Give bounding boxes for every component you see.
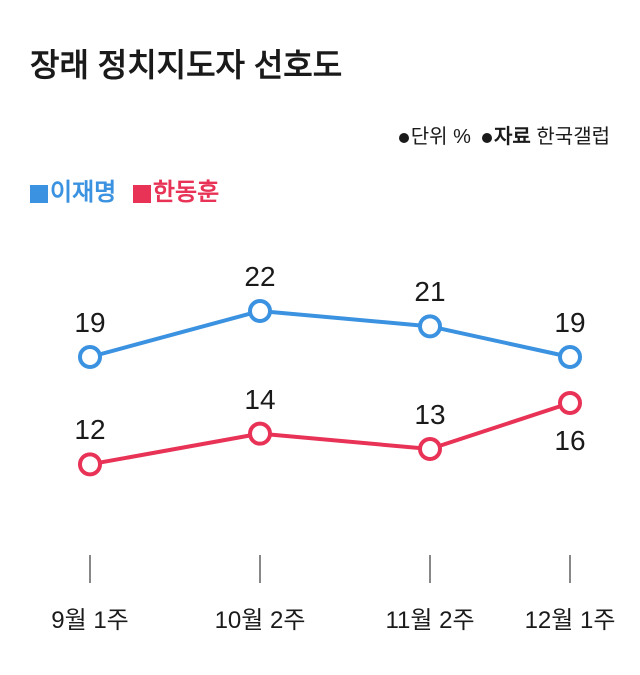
legend-swatch-2 [133, 185, 151, 203]
data-label: 16 [554, 425, 585, 457]
unit-value: % [453, 126, 471, 148]
legend-label-2: 한동훈 [153, 179, 219, 206]
chart-legend: 이재명 한동훈 [30, 172, 229, 207]
data-marker [560, 347, 580, 367]
x-tick [429, 555, 431, 583]
data-marker [560, 393, 580, 413]
source-label: 자료 [494, 126, 531, 148]
chart-meta: 단위 % 자료 한국갤럽 [399, 120, 610, 149]
legend-item-1: 이재명 [30, 179, 123, 206]
legend-label-1: 이재명 [50, 179, 116, 206]
x-tick [89, 555, 91, 583]
source-value: 한국갤럽 [536, 126, 610, 148]
bullet-icon [482, 133, 492, 143]
x-axis-label: 11월 2주 [385, 600, 474, 635]
data-label: 21 [414, 276, 445, 308]
data-label: 13 [414, 399, 445, 431]
data-label: 22 [244, 261, 275, 293]
legend-swatch-1 [30, 185, 48, 203]
x-axis-label: 12월 1주 [525, 600, 616, 635]
x-tick [259, 555, 261, 583]
x-tick [569, 555, 571, 583]
unit-label: 단위 [411, 126, 448, 148]
line-chart: 19 22 21 19 12 14 13 16 [30, 215, 610, 515]
line-series [90, 403, 570, 464]
chart-title: 장래 정치지도자 선호도 [30, 40, 342, 86]
line-series [90, 311, 570, 357]
chart-svg [30, 215, 610, 515]
data-label: 19 [554, 307, 585, 339]
x-axis-label: 9월 1주 [51, 600, 129, 635]
bullet-icon [399, 133, 409, 143]
data-marker [420, 316, 440, 336]
data-marker [420, 439, 440, 459]
data-label: 14 [244, 384, 275, 416]
data-marker [250, 424, 270, 444]
data-label: 19 [74, 307, 105, 339]
x-axis-label: 10월 2주 [215, 600, 306, 635]
data-marker [80, 347, 100, 367]
data-marker [80, 454, 100, 474]
legend-item-2: 한동훈 [133, 179, 219, 206]
data-label: 12 [74, 414, 105, 446]
data-marker [250, 301, 270, 321]
